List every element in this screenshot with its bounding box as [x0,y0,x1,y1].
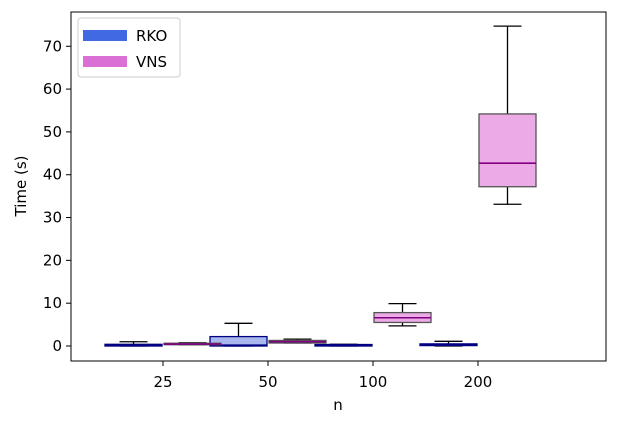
legend-swatch-rko [83,30,127,41]
y-tick-label: 50 [43,123,62,141]
x-tick-label: 200 [464,373,493,391]
y-tick-label: 0 [52,337,62,355]
x-axis: 25 50 100 200 [153,361,492,391]
rko-box-25 [104,341,163,347]
plot-frame [70,11,607,362]
rko-box-200 [419,340,478,347]
y-tick-label: 20 [43,251,62,269]
x-tick-label: 25 [153,373,172,391]
y-tick-label: 70 [43,37,62,55]
y-tick-label: 30 [43,209,62,227]
legend-label-vns: VNS [136,53,167,71]
vns-iqr-box [478,113,537,188]
rko-box-100 [314,343,373,347]
rko-iqr-box [209,335,268,347]
x-tick-label: 50 [258,373,277,391]
vns-box-50 [268,338,327,344]
vns-box-25 [163,342,222,346]
x-tick-label: 100 [359,373,388,391]
legend-label-rko: RKO [136,27,167,45]
y-tick-label: 60 [43,80,62,98]
rko-box-50 [209,322,268,347]
legend-swatch-vns [83,56,127,67]
y-axis: 0 10 20 30 40 50 60 70 [43,37,71,355]
legend: RKO VNS [77,17,181,78]
vns-box-100 [373,302,432,327]
vns-box-200 [478,25,537,205]
boxes-layer [104,25,537,347]
x-axis-label: n [333,396,343,414]
y-axis-label: Time (s) [12,156,30,218]
y-tick-label: 40 [43,166,62,184]
y-tick-label: 10 [43,294,62,312]
